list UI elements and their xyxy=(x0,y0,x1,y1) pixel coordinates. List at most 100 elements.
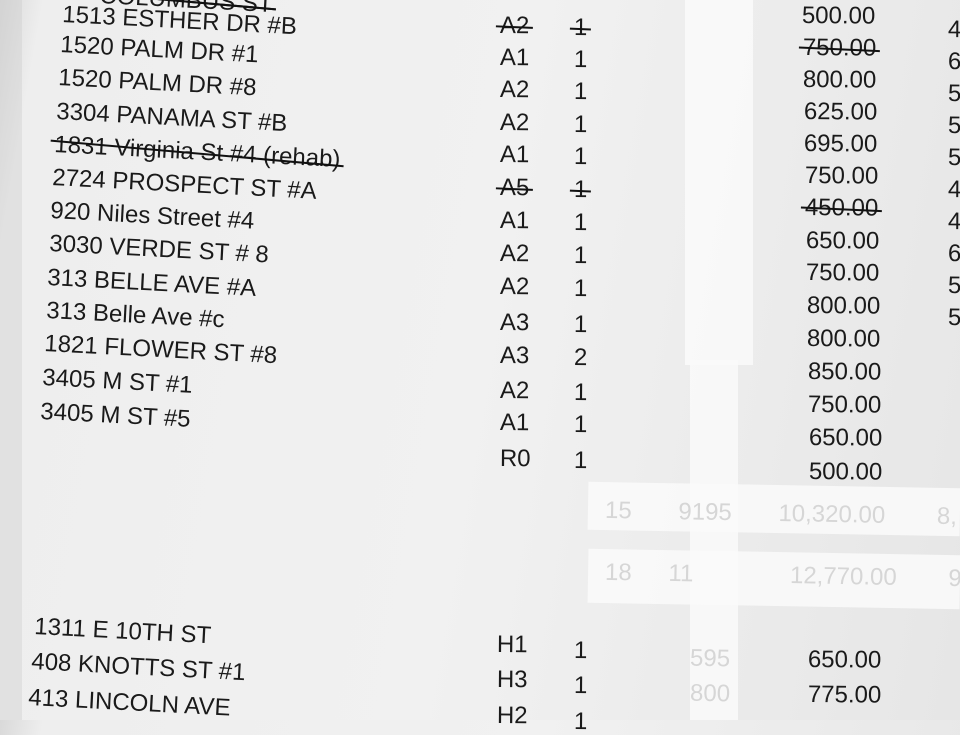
edge-digit: 6 xyxy=(947,48,960,76)
rent-amount-text: 500.00 xyxy=(801,2,876,30)
address-row: 3030 VERDE ST # 8 xyxy=(49,230,270,268)
rent-amount: 750.00 xyxy=(807,391,882,419)
unit-qty-text: 1 xyxy=(573,411,588,439)
rent-amount: 650.00 xyxy=(807,646,882,674)
unit-qty-text: 1 xyxy=(573,672,588,700)
unit-qty: 1 xyxy=(573,143,588,171)
address-row: 1520 PALM DR #1 xyxy=(60,31,259,68)
unit-code: H3 xyxy=(496,666,528,694)
rent-amount: 625.00 xyxy=(803,98,877,126)
address-row: 408 KNOTTS ST #1 xyxy=(30,648,247,687)
edge-digit: 5 xyxy=(947,80,960,108)
rent-amount-text: 650.00 xyxy=(808,424,882,452)
unit-code-text: A1 xyxy=(499,44,530,72)
unit-qty-text: 1 xyxy=(573,111,588,139)
unit-qty: 1 xyxy=(573,111,588,139)
edge-digit-text: 6 xyxy=(947,48,960,76)
unit-code-text: A2 xyxy=(499,240,530,268)
unit-code: A2 xyxy=(500,377,530,404)
unit-qty-text: 1 xyxy=(573,708,588,735)
unit-qty: 1 xyxy=(573,78,588,106)
rent-amount-text: 850.00 xyxy=(807,358,881,386)
address-row-text: 1311 E 10TH ST xyxy=(33,613,212,650)
unit-qty: 1 xyxy=(573,672,588,700)
rent-amount: 750.00 xyxy=(806,259,880,287)
unit-code: A1 xyxy=(499,207,530,235)
unit-code-text: A1 xyxy=(499,207,530,235)
unit-code-text: A3 xyxy=(499,309,530,337)
unit-code: A2 xyxy=(500,76,530,103)
rent-amount: 800.00 xyxy=(806,292,880,320)
faint-figure-text: 595 xyxy=(689,644,731,673)
unit-code-text: A2 xyxy=(499,273,530,301)
rent-amount: 850.00 xyxy=(807,358,881,386)
unit-qty: 2 xyxy=(574,344,588,371)
unit-qty-text: 1 xyxy=(573,143,588,171)
unit-qty-text: 1 xyxy=(573,379,588,407)
edge-digit: 4 xyxy=(947,176,960,204)
address-row-text: 408 KNOTTS ST #1 xyxy=(30,648,247,687)
edge-digit-text: 5 xyxy=(947,80,960,108)
address-row-text: 920 Niles Street #4 xyxy=(49,197,255,235)
rent-amount: 775.00 xyxy=(807,681,882,709)
edge-digit-text: 4 xyxy=(947,208,960,236)
address-row: 3405 M ST #5 xyxy=(40,398,192,433)
edge-digit: 5 xyxy=(948,304,960,331)
unit-code: A1 xyxy=(499,141,530,169)
unit-qty: 1 xyxy=(573,242,588,270)
unit-code: H2 xyxy=(497,702,528,729)
unit-qty-text: 1 xyxy=(573,242,588,270)
unit-code-text: A1 xyxy=(499,141,530,169)
faint-figure: 800 xyxy=(690,680,731,709)
rent-amount-text: 800.00 xyxy=(806,325,881,353)
unit-code-text: A2 xyxy=(499,12,530,40)
rent-amount-text: 750.00 xyxy=(807,391,882,419)
edge-digit-text: 5 xyxy=(947,144,960,172)
address-row: 1311 E 10TH ST xyxy=(33,613,212,650)
unit-code: R0 xyxy=(499,445,531,473)
rent-amount-text: 695.00 xyxy=(803,130,878,158)
rent-amount: 750.00 xyxy=(804,162,878,190)
unit-code-text: R0 xyxy=(499,445,531,473)
unit-code: A3 xyxy=(499,342,530,370)
unit-qty-text: 1 xyxy=(573,447,588,475)
rent-amount: 500.00 xyxy=(801,2,876,30)
address-row: 313 BELLE AVE #A xyxy=(46,264,257,302)
rent-amount: 750.00 xyxy=(802,34,876,62)
unit-qty-text: 1 xyxy=(573,311,588,339)
rent-amount-text: 650.00 xyxy=(805,227,879,255)
rent-amount-text: 800.00 xyxy=(802,66,877,94)
address-row-text: 3405 M ST #1 xyxy=(41,364,194,399)
unit-code: A2 xyxy=(499,273,530,301)
paper-shadow xyxy=(0,0,22,720)
unit-qty-text: 1 xyxy=(573,78,588,106)
unit-code-text: H3 xyxy=(496,666,528,694)
address-row: 3304 PANAMA ST #B xyxy=(55,98,289,138)
unit-qty: 1 xyxy=(574,275,588,302)
edge-digit: 4 xyxy=(947,208,960,236)
rent-amount-text: 500.00 xyxy=(808,458,883,486)
address-row-text: 1821 FLOWER ST #8 xyxy=(43,330,278,370)
rent-amount: 695.00 xyxy=(803,130,878,158)
address-row: 920 Niles Street #4 xyxy=(49,197,255,235)
unit-qty-text: 1 xyxy=(573,637,588,665)
unit-code: A1 xyxy=(499,44,530,72)
address-row-text: 313 Belle Ave #c xyxy=(45,297,226,334)
rent-amount-text: 750.00 xyxy=(804,162,878,190)
rent-amount: 500.00 xyxy=(808,458,883,486)
address-row-text: 313 BELLE AVE #A xyxy=(46,264,257,302)
unit-qty-text: 1 xyxy=(573,14,588,42)
address-row: 1821 FLOWER ST #8 xyxy=(43,330,278,370)
rent-amount: 650.00 xyxy=(805,227,879,255)
unit-code-text: A3 xyxy=(499,342,530,370)
rent-amount-text: 775.00 xyxy=(807,681,882,709)
address-row-text: 3304 PANAMA ST #B xyxy=(55,98,289,138)
unit-code-text: A5 xyxy=(499,174,530,202)
unit-code: A5 xyxy=(499,174,530,202)
address-row: 313 Belle Ave #c xyxy=(45,297,226,334)
unit-qty-text: 1 xyxy=(573,176,588,204)
edge-digit-text: 4 xyxy=(947,176,960,204)
address-row-text: 413 LINCOLN AVE xyxy=(27,684,232,722)
faint-figure-text: 800 xyxy=(689,679,731,708)
rent-amount-text: 650.00 xyxy=(807,646,882,674)
